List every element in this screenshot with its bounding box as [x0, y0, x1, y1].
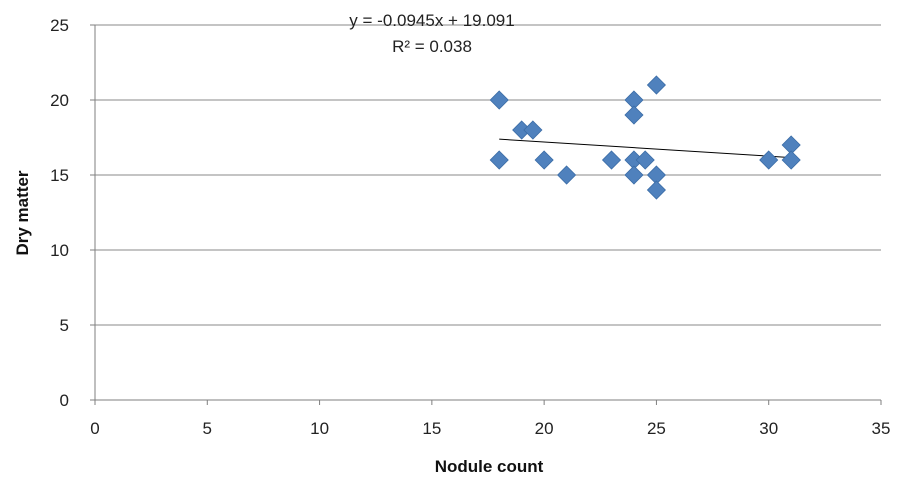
- y-tick-label-0: 0: [60, 391, 69, 410]
- x-tick-label-0: 0: [90, 419, 99, 438]
- data-point: [489, 150, 509, 170]
- x-axis-ticks: 0 5 10 15 20 25 30 35: [90, 400, 890, 438]
- data-point: [534, 150, 554, 170]
- data-point: [557, 165, 577, 185]
- x-tick-label-5: 5: [203, 419, 212, 438]
- x-axis-title: Nodule count: [435, 457, 544, 476]
- x-tick-label-20: 20: [535, 419, 554, 438]
- y-tick-label-20: 20: [50, 91, 69, 110]
- x-tick-label-15: 15: [422, 419, 441, 438]
- x-tick-label-10: 10: [310, 419, 329, 438]
- data-point: [523, 120, 543, 140]
- gridlines: [95, 24, 881, 326]
- y-tick-label-5: 5: [60, 316, 69, 335]
- data-point: [624, 105, 644, 125]
- trendline-equation: y = -0.0945x + 19.091: [349, 11, 514, 30]
- data-point: [646, 180, 666, 200]
- y-tick-label-25: 25: [50, 16, 69, 35]
- x-tick-label-25: 25: [647, 419, 666, 438]
- x-tick-label-30: 30: [759, 419, 778, 438]
- data-point: [489, 90, 509, 110]
- data-point: [781, 150, 801, 170]
- data-point: [635, 150, 655, 170]
- y-tick-label-10: 10: [50, 241, 69, 260]
- data-point: [646, 75, 666, 95]
- trendline-r-squared: R² = 0.038: [392, 37, 472, 56]
- axes: [94, 25, 881, 401]
- y-axis-title: Dry matter: [13, 170, 32, 255]
- trendline: [499, 138, 792, 159]
- data-point: [759, 150, 779, 170]
- trendline-group: [499, 138, 792, 159]
- data-point: [601, 150, 622, 170]
- y-axis-ticks: 0 5 10 15 20 25: [50, 16, 95, 410]
- data-points: [489, 75, 801, 200]
- data-point: [624, 165, 644, 185]
- y-tick-label-15: 15: [50, 166, 69, 185]
- x-tick-label-35: 35: [872, 419, 891, 438]
